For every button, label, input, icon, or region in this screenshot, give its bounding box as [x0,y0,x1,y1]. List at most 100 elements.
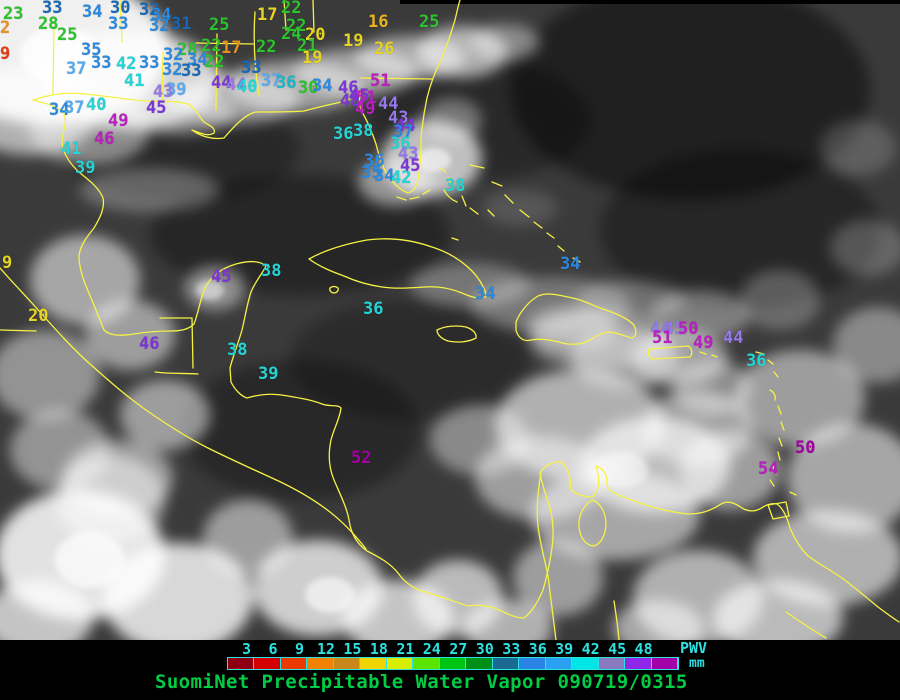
station-value: 25 [57,25,78,45]
station-value: 44 [650,319,671,339]
colorbar-segment [386,658,414,669]
station-value: 41 [124,71,145,91]
coastline-overlay [0,0,900,640]
station-value: 34 [187,50,208,70]
satellite-imagery [0,0,900,640]
station-value: 22 [286,16,307,36]
station-value: 37 [261,71,282,91]
station-value: 43 [153,82,174,102]
station-value: 32 [163,45,184,65]
station-value: 9 [0,44,11,64]
colorbar-tick: 3 [242,640,252,658]
station-value: 19 [343,31,364,51]
station-value: 36 [363,299,384,319]
colorbar-tick: 36 [528,640,547,658]
station-value: 22 [256,37,277,57]
top-edge-band [400,0,900,4]
station-value: 19 [302,48,323,68]
station-value: 37 [393,122,414,142]
colorbar-tick: 21 [396,640,415,658]
colorbar-segment [228,658,255,669]
pwv-colorbar [227,657,679,670]
station-value: 34 [82,2,103,22]
colorbar-segment [545,658,573,669]
station-value: 30 [298,78,319,98]
colorbar-tick: 15 [343,640,362,658]
station-value: 36 [276,73,297,93]
station-value: 28 [177,40,198,60]
colorbar-segment [492,658,520,669]
station-value: 20 [305,25,326,45]
station-value: 24 [281,24,302,44]
station-value: 51 [652,328,673,348]
station-value: 46 [94,129,115,149]
station-value: 31 [171,14,192,34]
station-value: 36 [746,351,767,371]
colorbar-segment [360,658,387,669]
colorbar-segment [625,658,652,669]
colorbar-tick: 30 [475,640,494,658]
station-value: 40 [86,95,107,115]
station-value: 37 [66,59,87,79]
cloud-imagery [0,0,900,640]
station-value: 22 [281,0,302,18]
station-value: 32 [139,0,160,20]
colorbar-tick: 6 [268,640,278,658]
station-value: 39 [75,158,96,178]
station-value: 2 [0,18,11,38]
station-value: 34 [151,5,172,25]
station-value: 43 [388,108,409,128]
colorbar-tick: 18 [369,640,388,658]
station-value: 44 [395,116,416,136]
station-value: 36 [333,124,354,144]
colorbar-segment [333,658,361,669]
station-value: 34 [312,76,333,96]
colorbar-segment [439,658,467,669]
station-value: 45 [400,156,421,176]
station-value: 35 [81,40,102,60]
station-value: 36 [364,151,385,171]
station-value: 50 [678,319,699,339]
station-value: 34 [49,100,70,120]
station-value: 26 [374,39,395,59]
colorbar-tick: 48 [634,640,653,658]
station-value: 42 [116,54,137,74]
station-value: 37 [64,98,85,118]
station-value: 39 [166,80,187,100]
station-value: 33 [42,0,63,18]
colorbar-segment [519,658,546,669]
colorbar-tick: 39 [555,640,574,658]
station-value: 44 [378,94,399,114]
station-value: 17 [257,5,278,25]
station-value: 38 [445,176,466,196]
colorbar-tick: 33 [502,640,521,658]
colorbar-segment [280,658,308,669]
station-value: 51 [370,71,391,91]
station-value: 35 [361,163,382,183]
station-value: 33 [241,58,262,78]
station-value: 48 [340,91,361,111]
station-value: 38 [261,261,282,281]
station-value: 23 [3,4,24,24]
colorbar-tick: 42 [581,640,600,658]
colorbar-segment [413,658,440,669]
station-value: 33 [181,61,202,81]
station-value: 33 [108,14,129,34]
station-value: 45 [146,98,167,118]
station-value: 38 [227,340,248,360]
station-values-layer: 23 2 9 33 34 30 33 28 25 35 33 37 42 41 32 34 32 31 25 17 22… [0,0,815,478]
colorbar-segment [307,658,334,669]
colorbar-tick: 45 [608,640,627,658]
station-value: 9 [2,253,13,273]
station-value: 41 [61,139,82,159]
station-value: 34 [560,254,581,274]
station-value: 22 [201,36,222,56]
station-value: 25 [209,15,230,35]
colorbar-segment [651,658,678,669]
station-value: 32 [149,16,170,36]
station-value: 45 [349,86,370,106]
colorbar-segment [466,658,493,669]
station-value: 46 [338,78,359,98]
station-value: 34 [374,166,395,186]
